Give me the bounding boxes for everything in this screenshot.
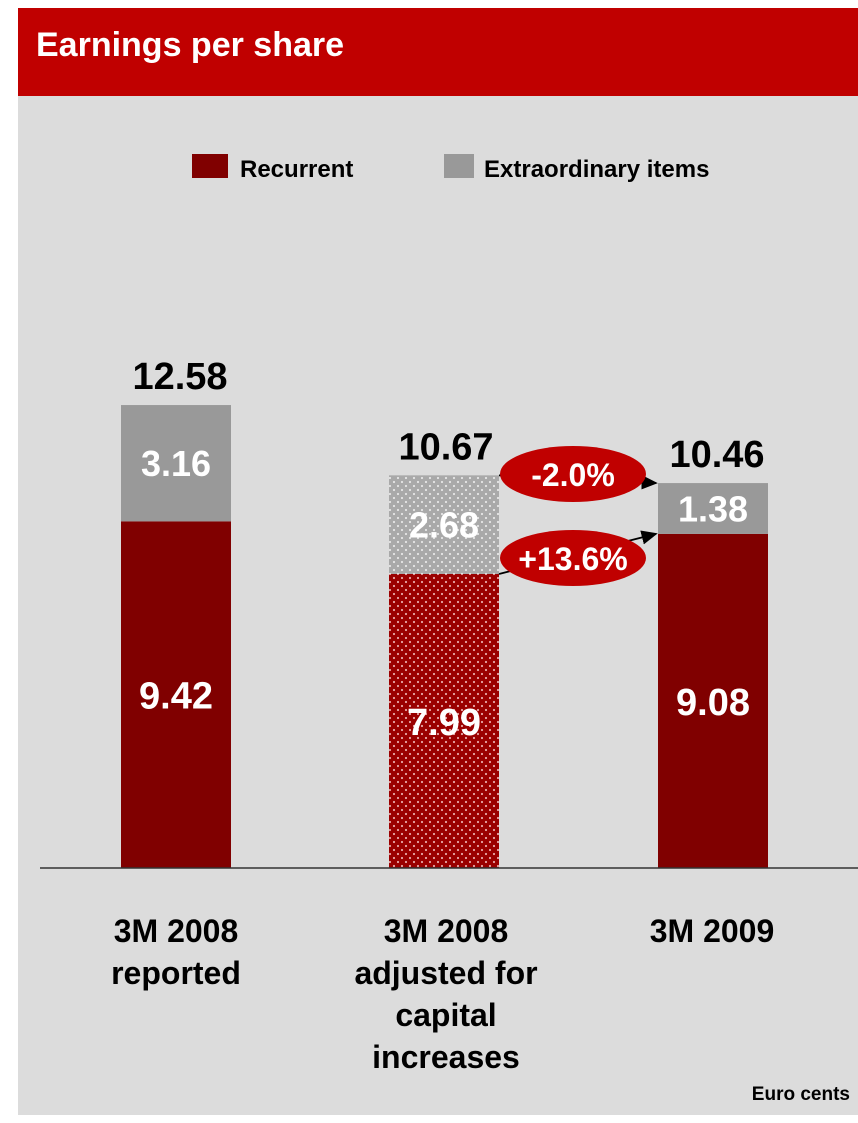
category-label-line: increases — [372, 1039, 520, 1075]
data-label-recurrent: 7.99 — [407, 702, 481, 744]
data-label-recurrent: 9.42 — [139, 676, 213, 718]
category-label-3: 3M 2009 — [592, 910, 832, 952]
data-label-extraordinary: 1.38 — [678, 488, 748, 529]
title-bar — [18, 8, 858, 96]
unit-note: Euro cents — [751, 1084, 850, 1105]
bar-recurrent — [389, 573, 499, 868]
change-label: +13.6% — [518, 541, 627, 577]
data-label-total: 10.67 — [398, 426, 493, 468]
legend-label-extraordinary: Extraordinary items — [484, 156, 709, 183]
category-label-line: 3M 2008 — [383, 913, 509, 949]
change-label: -2.0% — [531, 457, 615, 493]
category-label-line: reported — [111, 955, 241, 991]
bar-extraordinary — [389, 475, 499, 574]
data-label-recurrent: 9.08 — [676, 682, 750, 724]
change-annotations: -2.0% +13.6% — [498, 446, 658, 586]
category-label-1: 3M 2008 reported — [56, 910, 296, 994]
data-label-total: 10.46 — [669, 434, 764, 476]
bars-group: 9.42 3.16 12.58 7.99 2.68 10.67 9.08 1.38 10.46 — [121, 356, 768, 868]
category-label-line: adjusted for — [354, 955, 538, 991]
category-label-line: capital — [395, 997, 497, 1033]
bar-recurrent — [658, 533, 768, 868]
legend-label-recurrent: Recurrent — [240, 156, 353, 183]
data-label-total: 12.58 — [132, 356, 227, 398]
bar-recurrent — [121, 521, 231, 868]
data-label-extraordinary: 2.68 — [409, 505, 479, 546]
category-label-2: 3M 2008 adjusted for capital increases — [326, 910, 566, 1078]
bar-extraordinary — [121, 405, 231, 522]
category-label-line: 3M 2009 — [649, 913, 775, 949]
change-oval — [500, 530, 646, 586]
change-oval — [500, 446, 646, 502]
legend-swatch-extraordinary — [444, 154, 474, 178]
bar-extraordinary — [658, 483, 768, 534]
page-title: Earnings per share — [36, 26, 345, 64]
category-label-line: 3M 2008 — [113, 913, 239, 949]
data-label-extraordinary: 3.16 — [141, 443, 211, 484]
legend-swatch-recurrent — [192, 154, 228, 178]
